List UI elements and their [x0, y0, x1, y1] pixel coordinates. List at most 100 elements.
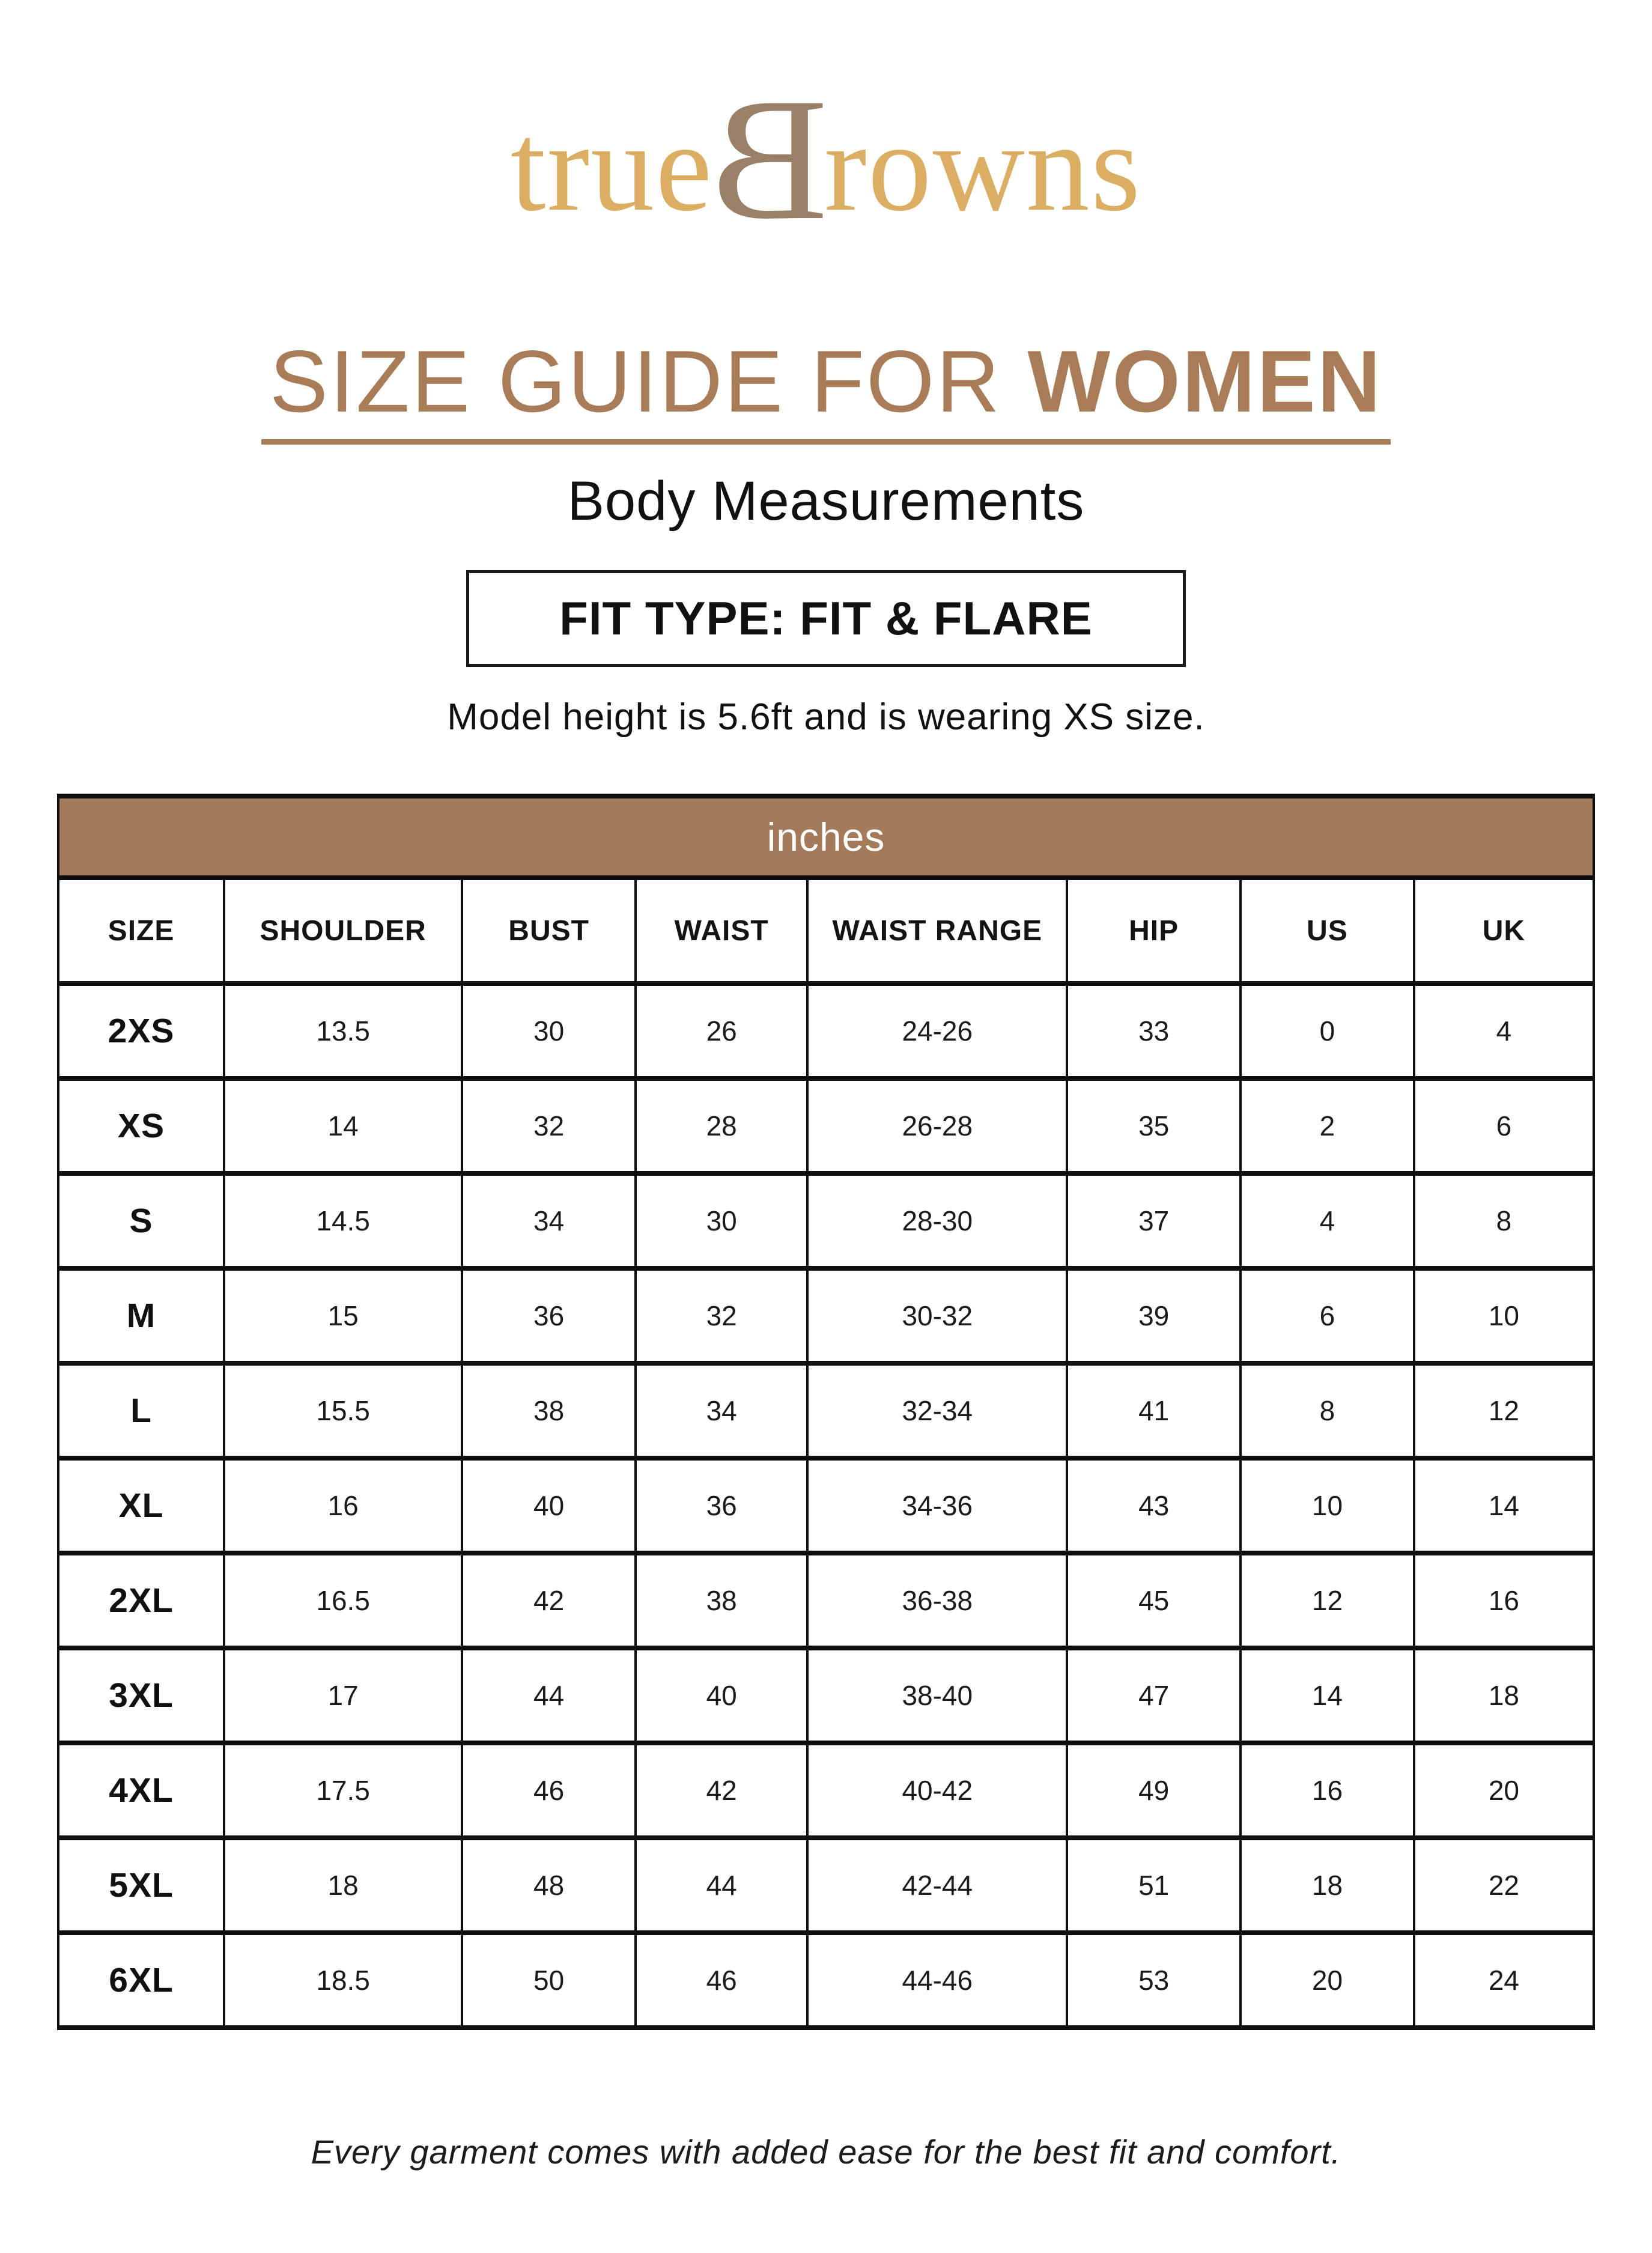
- page-title-bold: WOMEN: [1027, 332, 1383, 430]
- value-cell: 14.5: [223, 1171, 464, 1271]
- table-row-m: M 15 36 32 30-32 39 6 10: [56, 1266, 1596, 1366]
- value-cell: 6: [1239, 1266, 1415, 1366]
- value-cell: 35: [1066, 1076, 1242, 1176]
- value-cell: 40: [634, 1646, 809, 1746]
- value-cell: 28-30: [806, 1171, 1069, 1271]
- value-cell: 33: [1066, 981, 1242, 1081]
- brand-logo: trueBrowns: [510, 62, 1142, 257]
- value-cell: 44-46: [806, 1930, 1069, 2031]
- value-cell: 44: [634, 1835, 809, 1936]
- value-cell: 6: [1412, 1076, 1596, 1176]
- unit-header-row: inches: [57, 794, 1595, 881]
- size-cell: XL: [56, 1456, 226, 1556]
- value-cell: 12: [1412, 1361, 1596, 1461]
- value-cell: 47: [1066, 1646, 1242, 1746]
- value-cell: 20: [1412, 1741, 1596, 1841]
- column-header-hip: HIP: [1066, 875, 1242, 987]
- footer-note: Every garment comes with added ease for …: [311, 2133, 1341, 2171]
- value-cell: 8: [1412, 1171, 1596, 1271]
- value-cell: 16.5: [223, 1551, 464, 1651]
- value-cell: 0: [1239, 981, 1415, 1081]
- value-cell: 20: [1239, 1930, 1415, 2031]
- fit-type-box: FIT TYPE: FIT & FLARE: [466, 570, 1186, 667]
- value-cell: 15.5: [223, 1361, 464, 1461]
- table-row-s: S 14.5 34 30 28-30 37 4 8: [56, 1171, 1596, 1271]
- value-cell: 17.5: [223, 1741, 464, 1841]
- value-cell: 10: [1239, 1456, 1415, 1556]
- table-row-2xs: 2XS 13.5 30 26 24-26 33 0 4: [56, 981, 1596, 1081]
- value-cell: 14: [1239, 1646, 1415, 1746]
- value-cell: 26: [634, 981, 809, 1081]
- value-cell: 37: [1066, 1171, 1242, 1271]
- column-header-uk: UK: [1412, 875, 1596, 987]
- value-cell: 18: [1239, 1835, 1415, 1936]
- value-cell: 36-38: [806, 1551, 1069, 1651]
- value-cell: 32: [634, 1266, 809, 1366]
- page-title-regular: SIZE GUIDE FOR: [269, 332, 1028, 430]
- value-cell: 14: [1412, 1456, 1596, 1556]
- value-cell: 14: [223, 1076, 464, 1176]
- value-cell: 36: [634, 1456, 809, 1556]
- value-cell: 32: [461, 1076, 637, 1176]
- size-cell: 2XS: [56, 981, 226, 1081]
- value-cell: 32-34: [806, 1361, 1069, 1461]
- logo-text-rowns: rowns: [824, 96, 1142, 237]
- value-cell: 16: [223, 1456, 464, 1556]
- table-row-6xl: 6XL 18.5 50 46 44-46 53 20 24: [56, 1930, 1596, 2031]
- value-cell: 50: [461, 1930, 637, 2031]
- size-cell: 4XL: [56, 1741, 226, 1841]
- value-cell: 36: [461, 1266, 637, 1366]
- column-header-us: US: [1239, 875, 1415, 987]
- value-cell: 24-26: [806, 981, 1069, 1081]
- column-header-waist: WAIST: [634, 875, 809, 987]
- value-cell: 45: [1066, 1551, 1242, 1651]
- value-cell: 34-36: [806, 1456, 1069, 1556]
- value-cell: 46: [461, 1741, 637, 1841]
- table-row-5xl: 5XL 18 48 44 42-44 51 18 22: [56, 1835, 1596, 1936]
- value-cell: 51: [1066, 1835, 1242, 1936]
- value-cell: 10: [1412, 1266, 1596, 1366]
- model-height-note: Model height is 5.6ft and is wearing XS …: [447, 696, 1205, 738]
- value-cell: 40-42: [806, 1741, 1069, 1841]
- column-header-size: SIZE: [56, 875, 226, 987]
- value-cell: 22: [1412, 1835, 1596, 1936]
- value-cell: 42: [634, 1741, 809, 1841]
- value-cell: 43: [1066, 1456, 1242, 1556]
- table-row-xl: XL 16 40 36 34-36 43 10 14: [56, 1456, 1596, 1556]
- size-chart-table: inches SIZE SHOULDER BUST WAIST WAIST RANGE H…: [56, 794, 1596, 2031]
- value-cell: 16: [1239, 1741, 1415, 1841]
- value-cell: 42-44: [806, 1835, 1069, 1936]
- value-cell: 8: [1239, 1361, 1415, 1461]
- size-cell: S: [56, 1171, 226, 1271]
- column-header-shoulder: SHOULDER: [223, 875, 464, 987]
- size-cell: 3XL: [56, 1646, 226, 1746]
- value-cell: 17: [223, 1646, 464, 1746]
- value-cell: 30-32: [806, 1266, 1069, 1366]
- value-cell: 18.5: [223, 1930, 464, 2031]
- value-cell: 38: [634, 1551, 809, 1651]
- table-row-3xl: 3XL 17 44 40 38-40 47 14 18: [56, 1646, 1596, 1746]
- fit-type-label: FIT TYPE: FIT & FLARE: [559, 592, 1093, 645]
- page-title-underline: SIZE GUIDE FOR WOMEN: [261, 335, 1391, 445]
- size-cell: XS: [56, 1076, 226, 1176]
- subtitle-body-measurements: Body Measurements: [567, 470, 1085, 532]
- value-cell: 30: [461, 981, 637, 1081]
- value-cell: 30: [634, 1171, 809, 1271]
- column-header-waist-range: WAIST RANGE: [806, 875, 1069, 987]
- column-header-bust: BUST: [461, 875, 637, 987]
- table-row-4xl: 4XL 17.5 46 42 40-42 49 16 20: [56, 1741, 1596, 1841]
- value-cell: 4: [1412, 981, 1596, 1081]
- table-row-xs: XS 14 32 28 26-28 35 2 6: [56, 1076, 1596, 1176]
- size-cell: 5XL: [56, 1835, 226, 1936]
- value-cell: 39: [1066, 1266, 1242, 1366]
- value-cell: 38-40: [806, 1646, 1069, 1746]
- size-cell: L: [56, 1361, 226, 1461]
- value-cell: 28: [634, 1076, 809, 1176]
- value-cell: 18: [223, 1835, 464, 1936]
- value-cell: 38: [461, 1361, 637, 1461]
- value-cell: 15: [223, 1266, 464, 1366]
- table-row-l: L 15.5 38 34 32-34 41 8 12: [56, 1361, 1596, 1461]
- value-cell: 13.5: [223, 981, 464, 1081]
- value-cell: 34: [461, 1171, 637, 1271]
